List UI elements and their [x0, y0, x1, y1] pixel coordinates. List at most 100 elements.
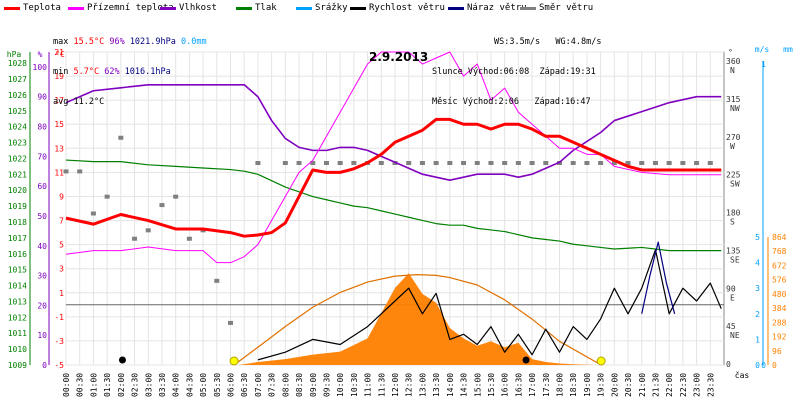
hpa-tick: 1026 [8, 91, 27, 100]
hpa-tick: 1025 [8, 107, 27, 116]
direction-point [570, 161, 576, 165]
ms-tick: 0 [755, 361, 760, 370]
direction-point [323, 161, 329, 165]
c-tick: 5 [59, 241, 64, 250]
c-tick: 9 [59, 192, 64, 201]
rad-tick: 384 [772, 304, 787, 313]
direction-point [104, 194, 110, 199]
dir-deg-tick: 90 [726, 284, 736, 293]
legend-item: Rychlost větru [350, 3, 445, 13]
stats-avg-label: avg [53, 97, 69, 107]
c-tick: 21 [54, 48, 64, 57]
hpa-tick: 1016 [8, 250, 27, 259]
direction-point [584, 161, 590, 165]
x-tick-label: 19:30 [597, 373, 606, 397]
x-tick-label: 17:30 [542, 373, 551, 397]
pct-tick: 70 [37, 152, 47, 161]
stats-max-hum: 96% [109, 37, 125, 47]
x-tick-label: 14:30 [460, 373, 469, 397]
c-tick: 15 [54, 120, 64, 129]
pct-tick: 90 [37, 93, 47, 102]
pct-tick: 100 [33, 63, 48, 72]
c-tick: -1 [54, 313, 64, 322]
sun-curve-line [233, 274, 602, 366]
x-tick-label: 08:30 [295, 373, 304, 397]
x-tick-label: 04:30 [185, 373, 194, 397]
direction-point [77, 169, 83, 174]
hpa-tick: 1011 [8, 329, 27, 338]
pct-unit-label: % [38, 50, 43, 59]
mm-unit-label: mm [783, 45, 793, 54]
direction-point [351, 161, 357, 165]
direction-point [63, 169, 69, 174]
direction-point [378, 161, 384, 165]
direction-point [406, 161, 412, 165]
direction-point [186, 236, 192, 241]
x-tick-label: 00:30 [76, 373, 85, 397]
pct-tick: 10 [37, 331, 47, 340]
legend-label: Rychlost větru [369, 3, 445, 13]
x-tick-label: 23:00 [693, 373, 702, 397]
x-tick-label: 18:30 [569, 373, 578, 397]
c-tick: 1 [59, 289, 64, 298]
x-tick-label: 15:00 [473, 373, 482, 397]
legend: Teplota Přízemní teplota Vlhkost Tlak Srážky… [0, 3, 800, 15]
direction-point [488, 161, 494, 165]
rad-tick: 288 [772, 318, 787, 327]
dir-deg-tick: 225 [726, 171, 741, 180]
legend-swatch [350, 6, 366, 10]
dir-deg-tick: 270 [726, 133, 741, 142]
direction-point [639, 161, 645, 165]
legend-item: Vlhkost [160, 3, 217, 13]
direction-point [132, 236, 138, 241]
x-tick-label: 09:00 [309, 373, 318, 397]
wg-text: WG:4.8m/s [555, 37, 602, 47]
mm-tick: 1 [761, 60, 766, 69]
x-tick-label: 11:30 [377, 373, 386, 397]
legend-item: Přízemní teplota [68, 3, 174, 13]
dir-compass-tick: NW [730, 104, 740, 113]
pct-tick: 80 [37, 123, 47, 132]
legend-swatch [4, 6, 20, 10]
legend-label: Tlak [255, 3, 277, 13]
ms-tick: 5 [755, 233, 760, 242]
x-tick-label: 13:00 [418, 373, 427, 397]
stats-max-temp: 15.5°C [73, 37, 105, 47]
direction-point [228, 320, 233, 325]
x-tick-label: 03:00 [144, 373, 153, 397]
sunrise-marker [229, 356, 239, 366]
direction-point [652, 161, 658, 165]
x-tick-label: 07:30 [268, 373, 277, 397]
rad-tick: 192 [772, 333, 787, 342]
time-axis-label: čas [735, 370, 750, 380]
stats-min-hum: 62% [104, 67, 120, 77]
x-tick-label: 10:30 [350, 373, 359, 397]
hpa-tick: 1009 [8, 361, 27, 370]
x-tick-label: 08:00 [281, 373, 290, 397]
hpa-tick: 1015 [8, 266, 27, 275]
direction-point [666, 161, 672, 165]
pct-tick: 0 [42, 361, 47, 370]
direction-point [502, 161, 508, 165]
hpa-tick: 1010 [8, 345, 27, 354]
ms-tick: 4 [755, 259, 760, 268]
hpa-tick: 1021 [8, 170, 27, 179]
x-tick-label: 12:00 [391, 373, 400, 397]
legend-label: Náraz větru [467, 3, 527, 13]
c-tick: 11 [54, 168, 64, 177]
x-tick-label: 05:00 [199, 373, 208, 397]
rad-tick: 96 [772, 347, 782, 356]
direction-point [529, 161, 535, 165]
hpa-unit-label: hPa [7, 50, 22, 59]
x-tick-label: 03:30 [158, 373, 167, 397]
x-tick-label: 11:00 [364, 373, 373, 397]
x-tick-label: 06:00 [227, 373, 236, 397]
chart-title: 2.9.2013 [369, 50, 429, 64]
pct-tick: 50 [37, 212, 47, 221]
hpa-tick: 1022 [8, 154, 27, 163]
sunset-marker [596, 356, 606, 366]
x-tick-label: 17:00 [528, 373, 537, 397]
pct-tick: 60 [37, 182, 47, 191]
ws-text: WS:3.5m/s [494, 37, 541, 47]
